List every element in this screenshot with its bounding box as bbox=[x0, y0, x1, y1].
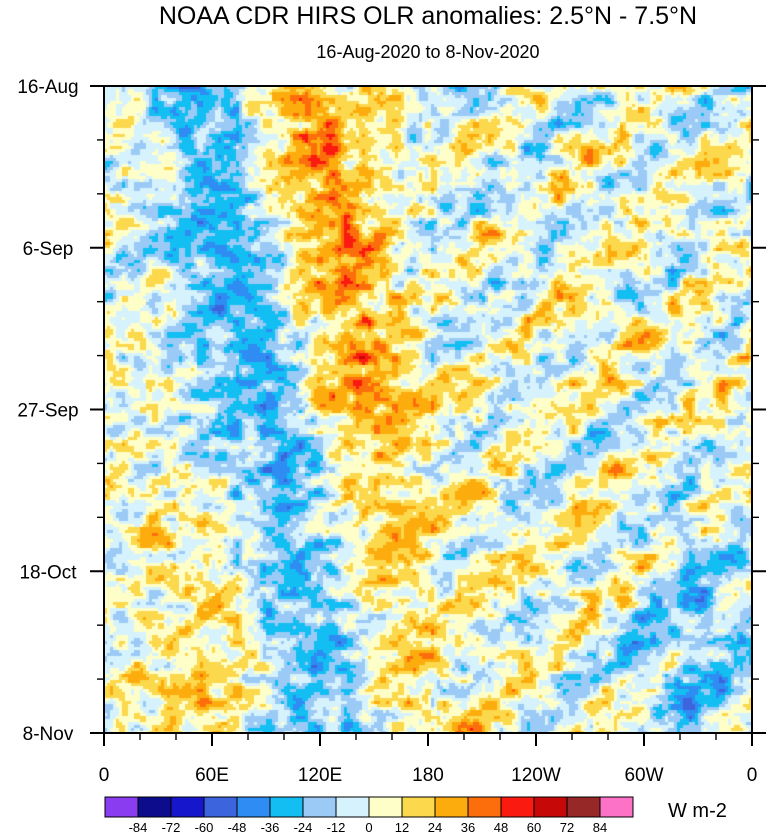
colorbar-swatch bbox=[368, 796, 403, 818]
colorbar-label: 60 bbox=[527, 820, 541, 834]
colorbar-swatch bbox=[566, 796, 601, 818]
x-tick-label: 60E bbox=[195, 765, 229, 786]
colorbar-swatch bbox=[269, 796, 304, 818]
chart-title: NOAA CDR HIRS OLR anomalies: 2.5°N - 7.5… bbox=[159, 2, 697, 30]
colorbar-swatch bbox=[434, 796, 469, 818]
colorbar-label: -24 bbox=[294, 820, 313, 834]
colorbar-swatch bbox=[104, 796, 139, 818]
colorbar-label: -48 bbox=[228, 820, 247, 834]
y-tick-label: 6-Sep bbox=[23, 239, 74, 260]
colorbar-label: -12 bbox=[327, 820, 346, 834]
x-tick-label: 60W bbox=[624, 765, 663, 786]
colorbar-swatch bbox=[236, 796, 271, 818]
colorbar-swatch bbox=[500, 796, 535, 818]
olr-anomaly-field bbox=[104, 86, 752, 733]
colorbar-label: -36 bbox=[261, 820, 280, 834]
x-tick-label: 0 bbox=[747, 765, 758, 786]
colorbar-label: 72 bbox=[560, 820, 574, 834]
colorbar-swatch bbox=[203, 796, 238, 818]
colorbar-label: -72 bbox=[162, 820, 181, 834]
colorbar-swatch bbox=[599, 796, 634, 818]
colorbar-label: 48 bbox=[494, 820, 508, 834]
colorbar-swatch bbox=[170, 796, 205, 818]
x-tick-label: 0 bbox=[99, 765, 110, 786]
colorbar-swatch bbox=[467, 796, 502, 818]
y-tick-label: 18-Oct bbox=[19, 562, 77, 583]
y-tick-label: 8-Nov bbox=[23, 724, 74, 745]
x-tick-label: 180 bbox=[412, 765, 444, 786]
y-tick-label: 27-Sep bbox=[17, 401, 78, 422]
x-tick-label: 120E bbox=[298, 765, 342, 786]
colorbar-swatch bbox=[533, 796, 568, 818]
colorbar-label: -84 bbox=[129, 820, 148, 834]
x-tick-label: 120W bbox=[511, 765, 561, 786]
colorbar-label: 36 bbox=[461, 820, 475, 834]
colorbar-label: 24 bbox=[428, 820, 442, 834]
colorbar-label: 0 bbox=[365, 820, 372, 834]
y-tick-label: 16-Aug bbox=[17, 77, 78, 98]
colorbar-swatch bbox=[401, 796, 436, 818]
colorbar-label: -60 bbox=[195, 820, 214, 834]
colorbar-label: 84 bbox=[593, 820, 607, 834]
colorbar-label: 12 bbox=[395, 820, 409, 834]
colorbar-swatch bbox=[335, 796, 370, 818]
chart-subtitle: 16-Aug-2020 to 8-Nov-2020 bbox=[316, 42, 539, 62]
colorbar-swatch bbox=[137, 796, 172, 818]
colorbar-units: W m-2 bbox=[668, 800, 727, 822]
colorbar-swatch bbox=[302, 796, 337, 818]
